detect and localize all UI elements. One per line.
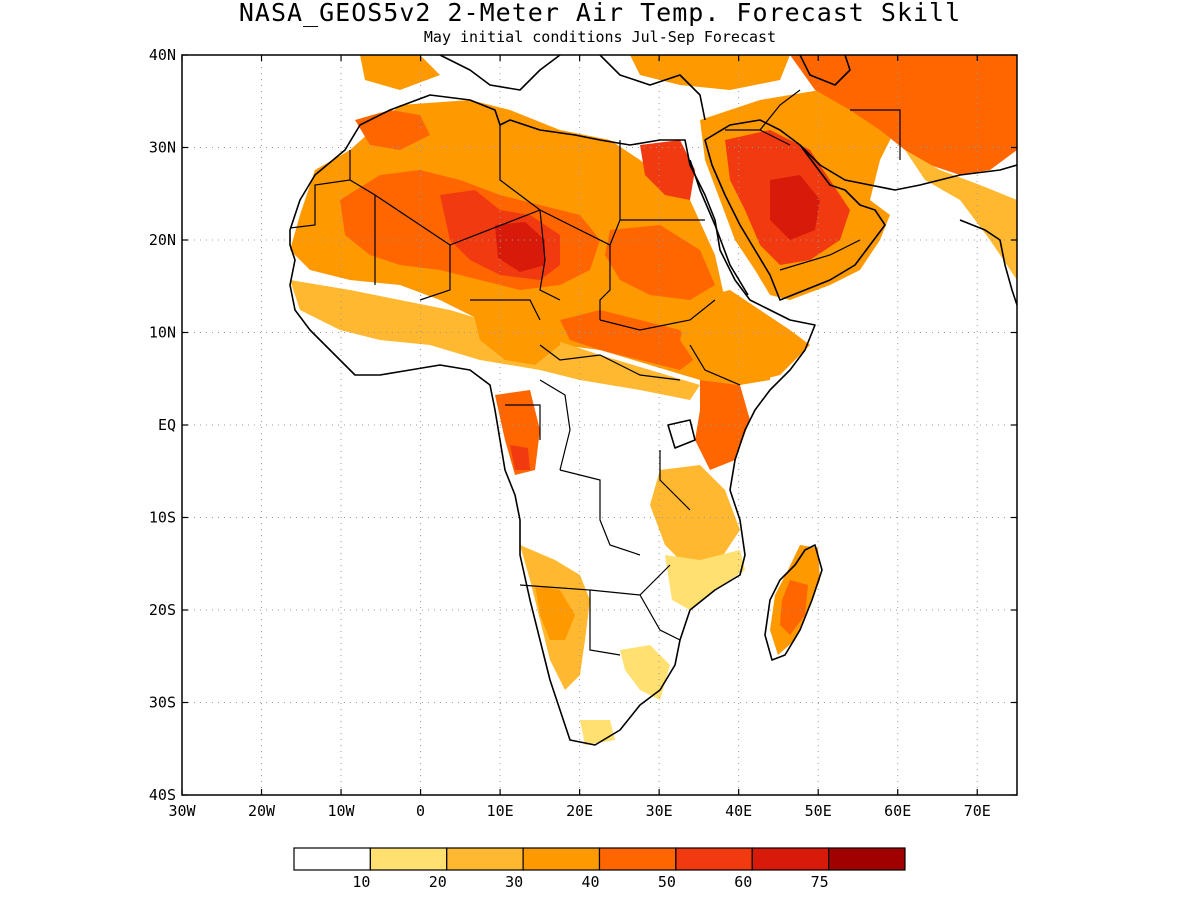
lon-tick-label: 20W [248,802,276,820]
map-subtitle: May initial conditions Jul-Sep Forecast [423,28,777,46]
skill-region-maghreb [355,110,430,150]
border-line [559,469,641,556]
border-line [779,239,861,271]
lat-tick-label: 30S [149,694,176,712]
border-line [589,564,671,596]
lon-tick-label: 10E [487,802,514,820]
coastline-lake-victoria [667,419,696,449]
legend-swatch [598,847,677,871]
legend-label: 20 [429,873,447,891]
legend-label: 30 [505,873,523,891]
lat-tick-label: EQ [158,416,176,434]
border-line [470,299,541,321]
color-bar-legend: 10 20 30 40 50 60 75 [293,847,906,891]
border-line [850,109,901,160]
africa-coastline [289,55,1017,746]
border-line [759,89,801,131]
lon-tick-label: 30W [168,802,196,820]
coastline-africa [289,94,816,746]
legend-swatch [828,847,906,871]
legend-swatch [675,847,753,871]
border-line [539,140,621,246]
coastline-madagascar [764,544,823,661]
lon-tick-label: 20E [566,802,593,820]
legend-label: 75 [811,873,829,891]
latitude-labels: 40N 30N 20N 10N EQ 10S 20S 30S 40S [149,46,176,804]
border-line [599,245,611,320]
lat-tick-label: 40S [149,786,176,804]
legend-swatch [293,847,371,871]
legend-swatch [369,847,448,871]
border-line [499,125,541,211]
skill-region-madagascar-core [780,580,808,635]
border-line [539,344,681,381]
lon-tick-label: 40E [725,802,752,820]
lon-tick-label: 30E [646,802,673,820]
country-borders [289,89,901,656]
border-line [289,150,351,229]
coastline-red-sea-west [689,159,749,296]
legend-label: 40 [581,873,599,891]
skill-region-gabon-coast [510,445,530,470]
border-line [539,209,561,301]
legend-swatch [522,847,601,871]
skill-region-mediterranean-north [360,55,440,90]
lon-tick-label: 10W [328,802,356,820]
border-line [639,594,681,641]
coastline-persian-gulf [799,144,1017,191]
skill-region-egypt [640,140,695,200]
border-line [539,379,571,471]
lat-tick-label: 40N [149,46,176,64]
lat-tick-label: 10S [149,509,176,527]
legend-swatch [751,847,830,871]
border-line [505,404,541,440]
skill-region-turkey [630,55,790,90]
axis-ticks [181,54,1017,796]
lon-tick-label: 0 [416,802,425,820]
skill-region-iran [790,55,1017,175]
skill-region-sudan [605,225,715,300]
legend-swatch [446,847,524,871]
border-line [689,344,741,386]
border-line [659,450,691,511]
border-line [419,245,451,301]
border-line [599,299,716,331]
map-title: NASA_GEOS5v2 2-Meter Air Temp. Forecast … [238,0,962,27]
skill-region-chad-core [495,222,545,272]
longitude-labels: 30W 20W 10W 0 10E 20E 30E 40E 50E 60E 70E [168,802,990,820]
lat-tick-label: 20S [149,601,176,619]
coastline-india-west [959,219,1017,306]
lat-tick-label: 30N [149,139,176,157]
skill-shading [290,55,1017,745]
legend-label: 50 [658,873,676,891]
coastline-caspian [799,55,851,86]
skill-region-south-africa-light [620,645,670,700]
skill-region-gabon [495,390,540,475]
lon-tick-label: 50E [805,802,832,820]
lat-tick-label: 20N [149,231,176,249]
skill-region-tanzania-light [650,465,740,570]
skill-region-cape [580,720,615,745]
lon-tick-label: 60E [884,802,911,820]
lon-tick-label: 70E [964,802,991,820]
coastline-arabia [704,119,886,301]
skill-region-sahel-east [560,310,700,370]
legend-label: 10 [352,873,370,891]
skill-region-mozambique [665,550,745,610]
skill-region-arabia-peak [770,175,820,240]
border-line [519,584,621,656]
legend-label: 60 [734,873,752,891]
skill-region-ethiopia [680,290,810,385]
lat-tick-label: 10N [149,324,176,342]
skill-region-namibia-core [535,585,575,640]
coastline-mediterranean-north [439,55,706,121]
